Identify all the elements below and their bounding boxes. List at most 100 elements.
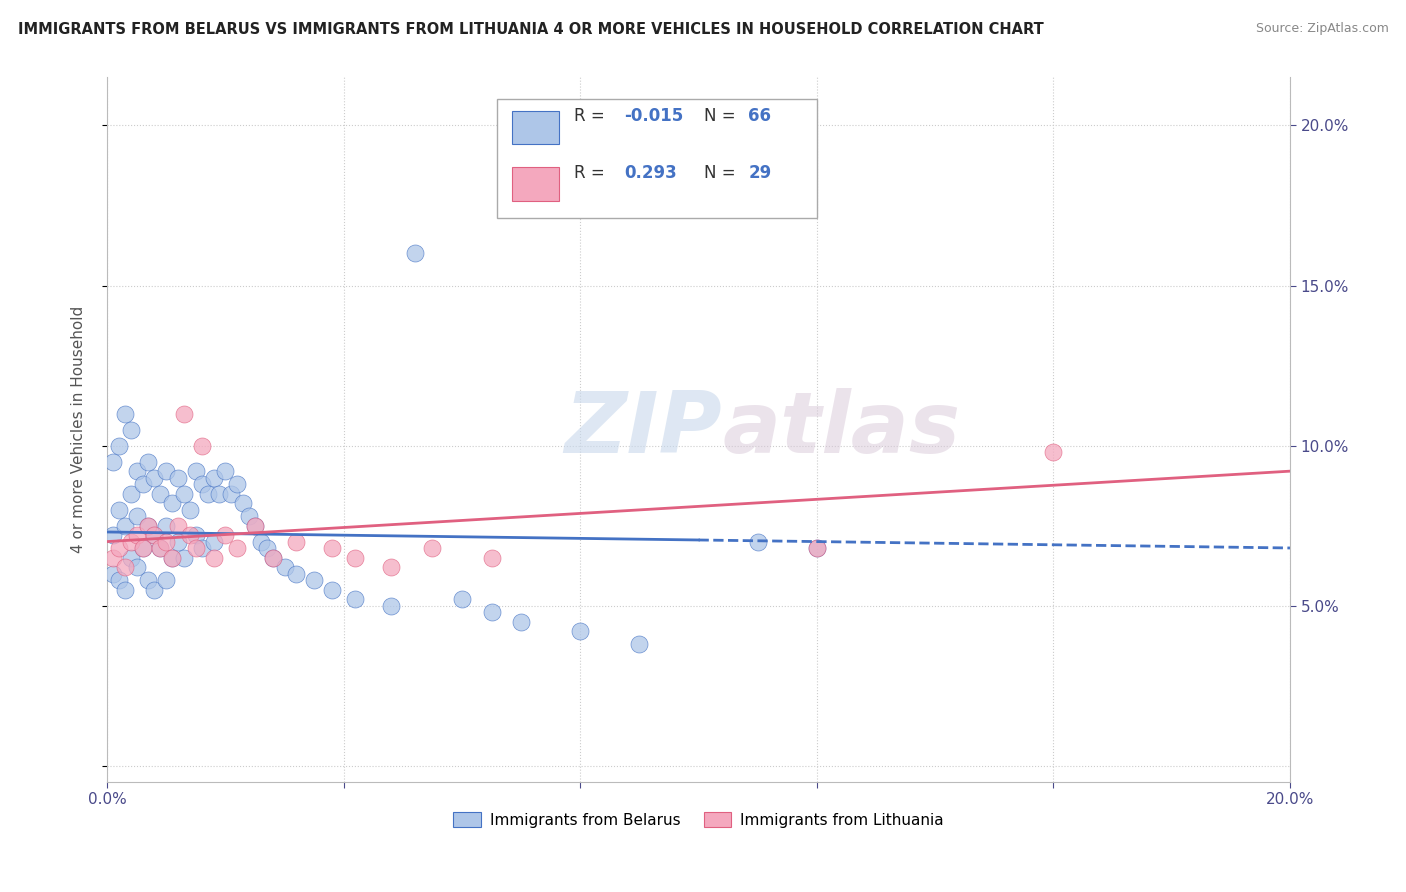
Point: [138, 518, 160, 533]
Text: 0.293: 0.293: [624, 163, 676, 181]
Point: [108, 502, 131, 516]
Point: [238, 508, 260, 523]
Point: [108, 541, 131, 555]
Point: [190, 438, 212, 452]
Point: [101, 566, 124, 581]
Point: [101, 454, 124, 468]
Point: [481, 605, 503, 619]
Point: [125, 464, 148, 478]
Point: [243, 518, 266, 533]
Point: [321, 541, 343, 555]
Point: [160, 550, 183, 565]
Point: [747, 534, 769, 549]
FancyBboxPatch shape: [512, 167, 560, 201]
Point: [149, 541, 172, 555]
Point: [114, 582, 136, 597]
Point: [143, 582, 166, 597]
Point: [131, 541, 153, 555]
Point: [120, 486, 142, 500]
Point: [344, 550, 367, 565]
Y-axis label: 4 or more Vehicles in Household: 4 or more Vehicles in Household: [72, 306, 86, 553]
Point: [262, 550, 284, 565]
Point: [108, 438, 131, 452]
Point: [138, 454, 160, 468]
Point: [250, 534, 273, 549]
Point: [380, 560, 402, 574]
Point: [149, 541, 172, 555]
Point: [155, 534, 177, 549]
Point: [219, 486, 242, 500]
Point: [262, 550, 284, 565]
Point: [173, 486, 195, 500]
Point: [380, 599, 402, 613]
Point: [114, 518, 136, 533]
Point: [226, 541, 249, 555]
Point: [138, 518, 160, 533]
Point: [120, 550, 142, 565]
Point: [143, 470, 166, 484]
Point: [226, 477, 249, 491]
Point: [184, 528, 207, 542]
Point: [628, 637, 651, 651]
Point: [184, 464, 207, 478]
Legend: Immigrants from Belarus, Immigrants from Lithuania: Immigrants from Belarus, Immigrants from…: [447, 805, 950, 834]
Point: [481, 550, 503, 565]
Point: [125, 528, 148, 542]
Point: [125, 560, 148, 574]
Point: [184, 541, 207, 555]
Point: [273, 560, 295, 574]
FancyBboxPatch shape: [498, 99, 817, 219]
Point: [101, 528, 124, 542]
Point: [285, 566, 308, 581]
Point: [108, 573, 131, 587]
Text: R =: R =: [574, 107, 610, 125]
Point: [173, 550, 195, 565]
Point: [451, 592, 474, 607]
Point: [302, 573, 325, 587]
Point: [806, 541, 828, 555]
Point: [167, 534, 190, 549]
Point: [155, 573, 177, 587]
Point: [232, 496, 254, 510]
Point: [214, 464, 236, 478]
Point: [404, 246, 426, 260]
Point: [208, 486, 231, 500]
FancyBboxPatch shape: [512, 111, 560, 145]
Point: [125, 508, 148, 523]
Point: [131, 477, 153, 491]
Point: [1042, 445, 1064, 459]
Text: IMMIGRANTS FROM BELARUS VS IMMIGRANTS FROM LITHUANIA 4 OR MORE VEHICLES IN HOUSE: IMMIGRANTS FROM BELARUS VS IMMIGRANTS FR…: [18, 22, 1045, 37]
Text: N =: N =: [704, 107, 741, 125]
Point: [202, 550, 225, 565]
Point: [806, 541, 828, 555]
Text: R =: R =: [574, 163, 610, 181]
Point: [190, 541, 212, 555]
Point: [120, 534, 142, 549]
Point: [143, 528, 166, 542]
Point: [167, 470, 190, 484]
Point: [510, 615, 533, 629]
Point: [155, 518, 177, 533]
Point: [344, 592, 367, 607]
Point: [179, 502, 201, 516]
Point: [285, 534, 308, 549]
Text: atlas: atlas: [723, 388, 960, 471]
Point: [167, 518, 190, 533]
Point: [256, 541, 278, 555]
Point: [214, 528, 236, 542]
Text: -0.015: -0.015: [624, 107, 683, 125]
Point: [114, 407, 136, 421]
Point: [138, 573, 160, 587]
Point: [173, 407, 195, 421]
Text: Source: ZipAtlas.com: Source: ZipAtlas.com: [1256, 22, 1389, 36]
Point: [190, 477, 212, 491]
Text: 29: 29: [748, 163, 772, 181]
Point: [160, 550, 183, 565]
Point: [114, 560, 136, 574]
Point: [131, 541, 153, 555]
Point: [243, 518, 266, 533]
Point: [120, 423, 142, 437]
Point: [321, 582, 343, 597]
Point: [569, 624, 592, 639]
Point: [179, 528, 201, 542]
